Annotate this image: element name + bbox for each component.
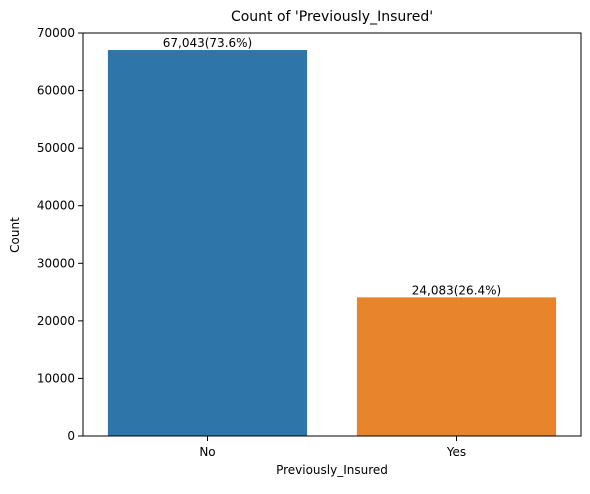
x-tick-label-yes: Yes <box>446 445 466 459</box>
y-tick-label: 50000 <box>37 141 75 155</box>
y-tick-label: 0 <box>67 429 75 443</box>
bar-yes <box>356 297 557 436</box>
chart-title: Count of 'Previously_Insured' <box>231 9 433 25</box>
y-tick-label: 70000 <box>37 26 75 40</box>
data-label-no: 67,043(73.6%) <box>163 36 252 50</box>
data-label-yes: 24,083(26.4%) <box>412 283 501 297</box>
y-axis-label: Count <box>8 217 22 253</box>
bar-no <box>107 50 308 437</box>
y-tick-label: 60000 <box>37 84 75 98</box>
axes-layer <box>78 32 582 441</box>
plot-frame <box>82 32 582 437</box>
y-tick-label: 40000 <box>37 199 75 213</box>
x-axis-label: Previously_Insured <box>276 463 388 477</box>
y-tick-label: 10000 <box>37 371 75 385</box>
x-tick-label-no: No <box>199 445 215 459</box>
y-tick-label: 30000 <box>37 256 75 270</box>
bars-layer <box>107 50 557 437</box>
y-tick-label: 20000 <box>37 314 75 328</box>
labels-layer: 67,043(73.6%) No 24,083(26.4%) Yes 0 10000 200… <box>37 26 501 459</box>
